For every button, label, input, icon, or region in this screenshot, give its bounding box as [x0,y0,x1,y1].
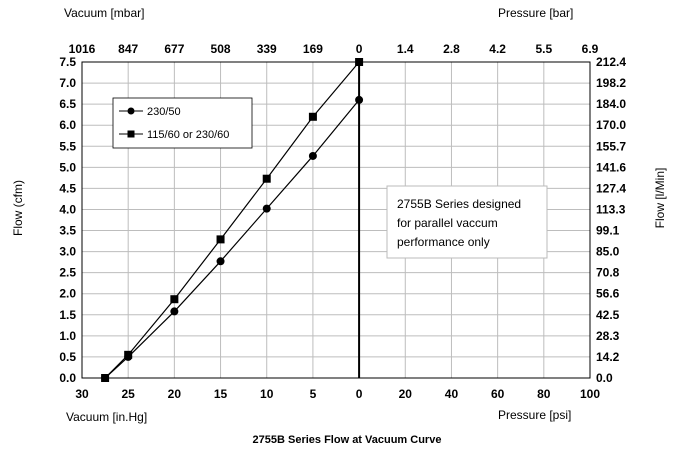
y-left-tick-label: 2.5 [59,266,76,280]
x-top-tick-label: 169 [303,42,323,56]
x-top-tick-label: 2.8 [443,42,460,56]
x-bottom-tick-label: 40 [445,387,459,401]
y-right-tick-label: 56.6 [596,287,620,301]
y-axis-left-tick-labels: 0.0 0.5 1.0 1.5 2.0 2.5 3.0 3.5 4.0 4.5 5.0 5.5 6.0 6… [59,55,76,385]
y-left-tick-label: 4.5 [59,181,76,195]
y-left-tick-label: 0.5 [59,350,76,364]
y-left-tick-label: 7.5 [59,55,76,69]
x-axis-bottom-right-label: Pressure [psi] [498,408,571,422]
x-top-tick-label: 847 [118,42,138,56]
y-right-tick-label: 155.7 [596,139,626,153]
y-right-tick-label: 42.5 [596,308,620,322]
x-bottom-tick-label: 80 [537,387,551,401]
y-right-tick-label: 85.0 [596,245,620,259]
x-bottom-tick-label: 30 [75,387,89,401]
data-point-square [309,113,317,121]
legend-marker-square [128,131,135,138]
x-top-tick-label: 1016 [69,42,96,56]
data-point-square [170,295,178,303]
y-right-tick-label: 212.4 [596,55,626,69]
y-left-tick-label: 1.5 [59,308,76,322]
y-left-tick-label: 3.5 [59,224,76,238]
data-point-square [124,351,132,359]
annotation-line-3: performance only [397,235,490,249]
y-right-tick-label: 113.3 [596,202,626,216]
legend-label-230-50: 230/50 [147,106,181,118]
y-left-tick-label: 5.0 [59,160,76,174]
y-right-tick-label: 99.1 [596,224,620,238]
y-left-tick-label: 3.0 [59,245,76,259]
y-left-tick-label: 2.0 [59,287,76,301]
annotation-line-1: 2755B Series designed [397,197,521,211]
annotation: 2755B Series designed for parallel vaccu… [387,186,547,258]
x-top-tick-label: 0 [356,42,363,56]
data-point-square [355,58,363,66]
legend: 230/50 115/60 or 230/60 [113,98,252,148]
data-point-circle [355,96,363,104]
y-left-tick-label: 6.5 [59,97,76,111]
x-top-tick-label: 1.4 [397,42,414,56]
x-top-tick-label: 508 [211,42,231,56]
x-axis-top-left-label: Vacuum [mbar] [64,6,144,20]
x-bottom-tick-label: 10 [260,387,274,401]
data-point-square [217,235,225,243]
x-bottom-tick-label: 5 [310,387,317,401]
x-bottom-tick-label: 15 [214,387,228,401]
x-bottom-tick-label: 0 [356,387,363,401]
legend-label-115-60: 115/60 or 230/60 [147,129,229,141]
x-axis-top-right-label: Pressure [bar] [498,6,573,20]
y-right-tick-label: 70.8 [596,266,620,280]
x-axis-bottom-left-label: Vacuum [in.Hg] [66,410,147,424]
legend-marker-circle [128,108,135,115]
x-top-tick-label: 5.5 [535,42,552,56]
x-bottom-tick-label: 25 [122,387,136,401]
x-bottom-tick-label: 60 [491,387,505,401]
y-left-tick-label: 0.0 [59,371,76,385]
y-right-tick-label: 170.0 [596,118,626,132]
y-right-tick-label: 127.4 [596,181,626,195]
y-left-tick-label: 7.0 [59,76,76,90]
x-top-tick-label: 339 [257,42,277,56]
data-point-circle [309,152,317,160]
x-axis-bottom-tick-labels: 30 25 20 15 10 5 0 20 40 60 80 100 [75,387,600,401]
data-point-square [263,175,271,183]
y-left-tick-label: 5.5 [59,139,76,153]
y-left-tick-label: 1.0 [59,329,76,343]
y-left-tick-label: 6.0 [59,118,76,132]
y-right-tick-label: 184.0 [596,97,626,111]
y-left-tick-label: 4.0 [59,202,76,216]
data-point-square [101,374,109,382]
y-axis-left-label: Flow (cfm) [11,180,25,236]
x-top-tick-label: 6.9 [582,42,599,56]
annotation-line-2: for parallel vaccum [397,216,498,230]
x-bottom-tick-label: 20 [399,387,413,401]
data-point-circle [263,205,271,213]
x-top-tick-label: 677 [164,42,184,56]
x-bottom-tick-label: 20 [168,387,182,401]
y-right-tick-label: 14.2 [596,350,620,364]
x-bottom-tick-label: 100 [580,387,600,401]
chart-title: 2755B Series Flow at Vacuum Curve [253,434,442,446]
y-right-tick-label: 28.3 [596,329,620,343]
y-axis-right-label: Flow [l/Min] [653,168,667,229]
data-point-circle [217,257,225,265]
y-right-tick-label: 198.2 [596,76,626,90]
y-axis-right-tick-labels: 0.0 14.2 28.3 42.5 56.6 70.8 85.0 99.1 113.3 127.… [596,55,626,385]
x-top-tick-label: 4.2 [489,42,506,56]
data-point-circle [170,307,178,315]
x-axis-top-tick-labels: 1016 847 677 508 339 169 0 1.4 2.8 4.2 5.5 6.9 [69,42,599,56]
y-right-tick-label: 141.6 [596,160,626,174]
y-right-tick-label: 0.0 [596,371,613,385]
